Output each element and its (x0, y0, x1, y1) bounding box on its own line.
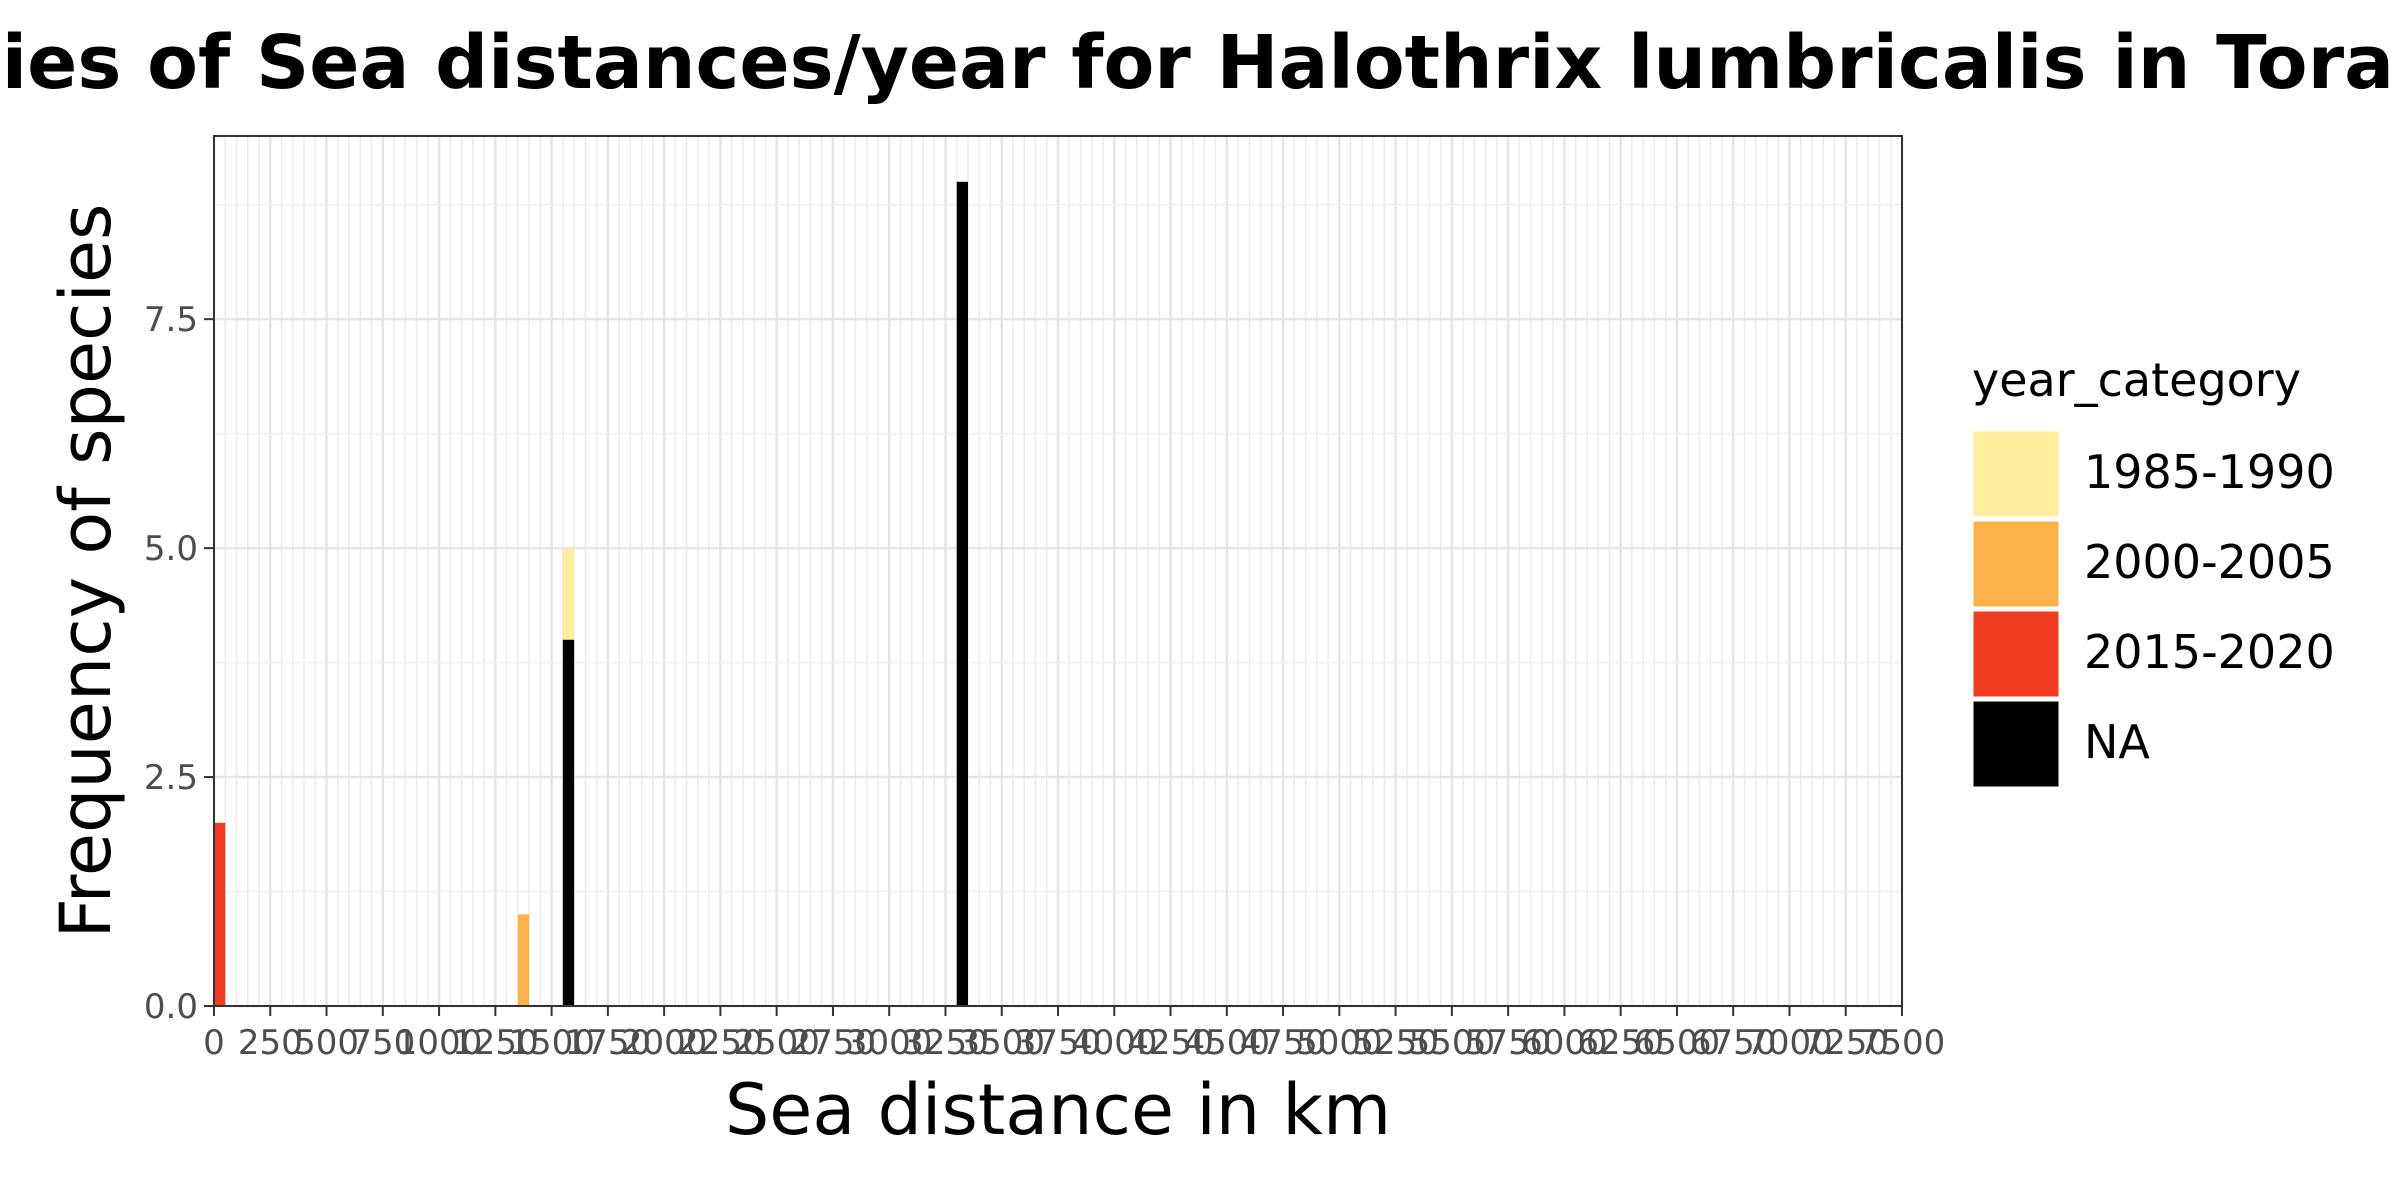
legend-label: 1985-1990 (2084, 445, 2335, 499)
x-axis-title: Sea distance in km (725, 1069, 1391, 1151)
legend-label: 2015-2020 (2084, 625, 2335, 679)
bar (563, 640, 574, 1006)
chart-title: ncies of Sea distances/year for Halothri… (0, 20, 2400, 106)
x-tick-label: 250 (238, 1023, 303, 1063)
legend-key (1972, 610, 2060, 698)
bar (957, 182, 968, 1006)
legend-key (1972, 700, 2060, 788)
grid (214, 136, 1902, 1006)
bar (563, 548, 574, 640)
y-tick-label: 2.5 (144, 758, 198, 798)
y-axis-title: Frequency of species (45, 203, 127, 938)
y-tick-label: 5.0 (144, 529, 198, 569)
legend-label: 2000-2005 (2084, 535, 2335, 589)
y-tick-label: 7.5 (144, 300, 198, 340)
x-tick-label: 0 (203, 1023, 225, 1063)
legend-key (1972, 430, 2060, 518)
legend-label: NA (2084, 715, 2150, 769)
legend-key (1972, 520, 2060, 608)
bar (518, 914, 529, 1006)
y-tick-label: 0.0 (144, 987, 198, 1027)
bar (214, 823, 225, 1006)
legend-title: year_category (1972, 353, 2301, 407)
x-tick-label: 7500 (1859, 1023, 1946, 1063)
x-tick-label: 500 (294, 1023, 359, 1063)
